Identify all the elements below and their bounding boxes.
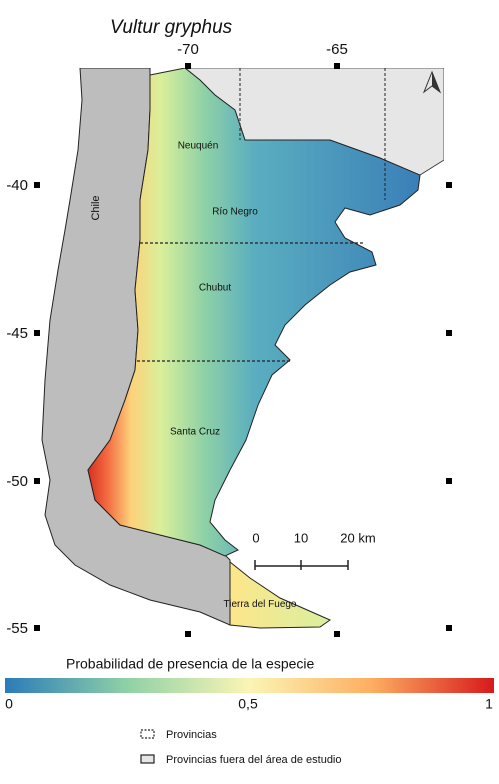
province-label: Santa Cruz bbox=[170, 427, 220, 438]
province-label: Neuquén bbox=[178, 141, 219, 152]
graticule-ticks bbox=[34, 63, 452, 637]
latitude-label: -55 bbox=[6, 620, 28, 637]
scale-label: 20 km bbox=[340, 530, 375, 545]
latitude-label: -40 bbox=[6, 177, 28, 194]
country-label: Chile bbox=[90, 195, 102, 220]
colorbar-label: 1 bbox=[485, 696, 493, 712]
legend-swatch bbox=[140, 729, 155, 739]
province-label: Tierra del Fuego bbox=[224, 599, 297, 610]
study-area bbox=[87, 68, 421, 557]
longitude-label: -65 bbox=[326, 41, 348, 58]
legend-label: Provincias bbox=[166, 729, 217, 741]
scale-bar: 0 10 20 km bbox=[252, 530, 376, 570]
colorbar-label: 0 bbox=[5, 696, 13, 712]
province-label: Tierra del Fuego bbox=[224, 599, 297, 610]
tierra-del-fuego bbox=[229, 560, 332, 629]
colorbar bbox=[5, 678, 494, 693]
colorbar-label: 0,5 bbox=[238, 696, 258, 712]
legend-swatch bbox=[140, 754, 155, 764]
map-title: Vultur gryphus bbox=[110, 17, 233, 38]
province-label: Río Negro bbox=[212, 207, 258, 218]
north-arrow bbox=[422, 70, 442, 94]
latitude-label: -50 bbox=[6, 473, 28, 490]
map-area bbox=[41, 68, 444, 629]
province-label: Chubut bbox=[199, 283, 231, 294]
longitude-label: -70 bbox=[177, 41, 199, 58]
colorbar-title: Probabilidad de presencia de la especie bbox=[66, 656, 314, 672]
scale-label: 0 bbox=[252, 530, 259, 545]
latitude-label: -45 bbox=[6, 325, 28, 342]
legend-label: Provincias fuera del área de estudio bbox=[166, 754, 342, 766]
scale-label: 10 bbox=[294, 530, 308, 545]
